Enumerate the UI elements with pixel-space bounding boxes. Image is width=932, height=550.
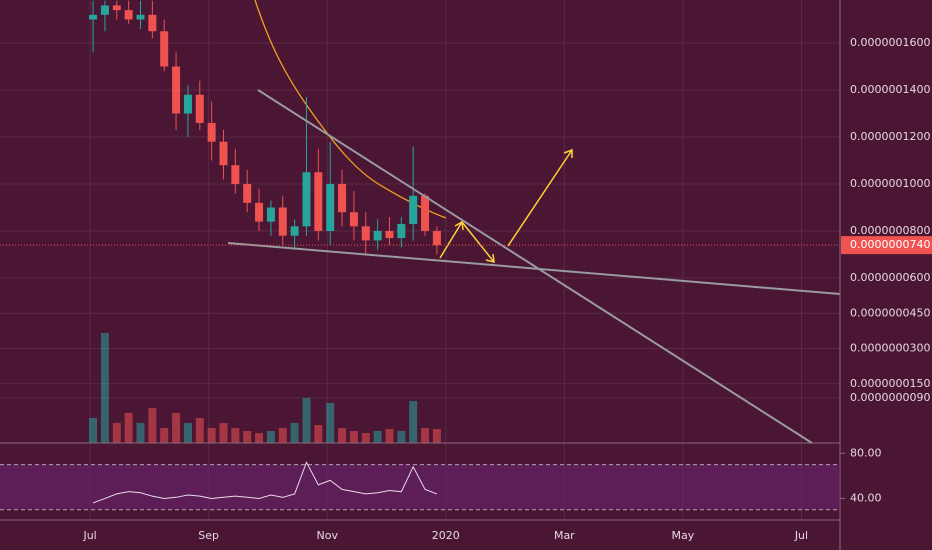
candle-body — [148, 14, 157, 32]
volume-bar — [338, 428, 347, 443]
candle-body — [255, 202, 264, 222]
candle-body — [361, 226, 370, 241]
candle-body — [326, 184, 335, 232]
candle-body — [302, 172, 311, 227]
volume-bar — [243, 431, 252, 443]
y-tick-label: 0.0000000090 — [850, 391, 930, 404]
last-price-badge — [841, 236, 932, 255]
arrows — [439, 148, 573, 263]
x-tick-label: Nov — [316, 529, 338, 542]
x-tick-label: Jul — [82, 529, 96, 542]
candle-body — [100, 5, 109, 15]
candle-body — [290, 226, 299, 236]
arrow — [461, 221, 495, 263]
x-tick-label: Jul — [794, 529, 808, 542]
y-tick-label: 0.0000000300 — [850, 342, 930, 355]
candle-body — [409, 195, 418, 224]
candle-body — [112, 5, 121, 11]
candle-body — [432, 231, 441, 246]
candle-body — [89, 14, 98, 20]
candle-body — [136, 14, 145, 20]
volume-bar — [124, 413, 133, 443]
candle-body — [172, 66, 181, 114]
candle-body — [207, 122, 216, 142]
volume-bar — [385, 429, 394, 443]
x-tick-label: Mar — [554, 529, 575, 542]
candle-body — [338, 184, 347, 213]
candles — [89, 0, 441, 255]
candle-body — [183, 94, 192, 114]
volume-bar — [290, 423, 299, 443]
y-tick-label: 0.0000000600 — [850, 271, 930, 284]
volume-bar — [219, 423, 228, 443]
candle-body — [231, 165, 240, 185]
volume-bar — [148, 408, 157, 443]
volume-bar — [302, 398, 311, 443]
volume-bar — [397, 431, 406, 443]
y-tick-label: 0.0000000150 — [850, 377, 930, 390]
volume-bar — [89, 418, 98, 443]
axes: 0.0000001600 0.0000001400 0.0000001200 0.00… — [0, 36, 932, 542]
y-tick-label: 80.00 — [850, 446, 882, 459]
candle-body — [349, 212, 358, 227]
candle-body — [397, 223, 406, 239]
candle-body — [124, 10, 133, 20]
y-tick-label: 0.0000000450 — [850, 306, 930, 319]
rsi-pane — [0, 461, 840, 511]
trend-line — [257, 89, 813, 444]
candle-body — [195, 94, 204, 123]
volume-bar — [361, 433, 370, 443]
volume-bar — [266, 431, 275, 443]
x-tick-label: 2020 — [432, 529, 460, 542]
volume-bar — [314, 425, 323, 443]
moving-average — [254, 0, 447, 219]
volume-bar — [421, 428, 430, 443]
volume-bar — [349, 431, 358, 443]
candle-body — [385, 231, 394, 239]
volume-bar — [100, 333, 109, 443]
trend-line — [227, 242, 841, 295]
candle-body — [314, 172, 323, 232]
candle-body — [219, 141, 228, 166]
y-tick-label: 40.00 — [850, 491, 882, 504]
volume-bar — [172, 413, 181, 443]
candle-body — [373, 231, 382, 241]
volume-bar — [409, 401, 418, 443]
volume-bar — [112, 423, 121, 443]
volume-bar — [183, 423, 192, 443]
volume-bar — [195, 418, 204, 443]
y-tick-label: 0.0000000800 — [850, 224, 930, 237]
candle-body — [243, 184, 252, 203]
last-price-label: 0.0000000740 — [850, 238, 930, 251]
volume-bar — [373, 431, 382, 443]
volume-bar — [255, 433, 264, 443]
y-tick-label: 0.0000001600 — [850, 36, 930, 49]
candle-body — [278, 207, 287, 236]
rsi-band — [0, 464, 840, 510]
x-tick-label: Sep — [198, 529, 219, 542]
y-tick-label: 0.0000001200 — [850, 130, 930, 143]
y-tick-label: 0.0000001400 — [850, 83, 930, 96]
volume-bar — [278, 428, 287, 443]
rsi-line — [92, 461, 438, 504]
volume-bar — [432, 429, 441, 443]
x-tick-label: May — [672, 529, 695, 542]
candle-body — [266, 207, 275, 222]
arrow — [507, 148, 573, 247]
volume-bar — [160, 428, 169, 443]
y-tick-label: 0.0000001000 — [850, 177, 930, 190]
volume-bar — [231, 428, 240, 443]
volume-bar — [326, 403, 335, 443]
volume — [89, 333, 441, 443]
volume-bar — [207, 428, 216, 443]
candle-body — [160, 31, 169, 67]
candle-body — [421, 195, 430, 232]
volume-bar — [136, 423, 145, 443]
